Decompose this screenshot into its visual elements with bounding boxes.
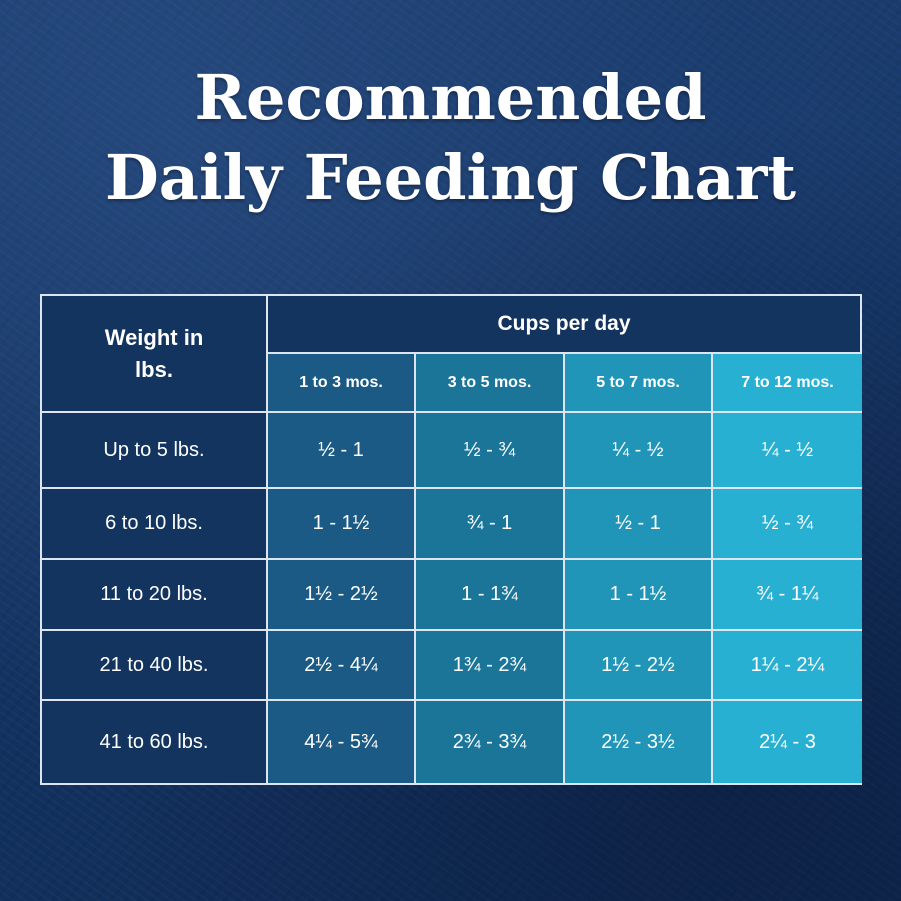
title-line-1: Recommended [194,61,707,134]
cups-value: ½ - 1 [615,512,661,534]
table-cell: ½ - 1 [268,413,416,489]
table-cell: 1½ - 2½ [268,560,416,631]
title-line-2: Daily Feeding Chart [105,141,796,214]
cups-value: ½ - 1 [318,438,364,461]
table-cell: ½ - ¾ [416,413,565,489]
row-weight-label: 41 to 60 lbs. [42,701,268,783]
weight-text: 21 to 40 lbs. [99,653,209,676]
table-cell: 2½ - 4¼ [268,631,416,701]
cups-value: 2¼ - 3 [759,730,816,753]
cups-value: 2¾ - 3¾ [452,730,527,753]
table-cell: 1¼ - 2¼ [713,631,862,701]
age-header-2: 3 to 5 mos. [416,354,565,413]
cups-value: 1¼ - 2¼ [750,653,825,676]
cups-value: 1 - 1½ [609,583,667,605]
table-cell: ½ - ¾ [713,489,862,560]
weight-text: Up to 5 lbs. [103,438,205,461]
table-cell: 1 - 1¾ [416,560,565,631]
cups-value: 4¼ - 5¾ [304,730,378,753]
row-weight-label: 11 to 20 lbs. [42,560,268,631]
age-header-label: 5 to 7 mos. [596,373,680,391]
age-header-3: 5 to 7 mos. [565,354,713,413]
weight-header: Weight in lbs. [42,296,268,413]
cups-value: 1¾ - 2¾ [452,653,527,676]
cups-value: 1½ - 2½ [601,653,675,676]
cups-per-day-header: Cups per day [268,296,862,354]
age-header-label: 7 to 12 mos. [741,373,834,391]
age-header-1: 1 to 3 mos. [268,354,416,413]
row-weight-label: Up to 5 lbs. [42,413,268,489]
cups-value: ½ - ¾ [463,438,516,461]
table-cell: 4¼ - 5¾ [268,701,416,783]
table-cell: 1½ - 2½ [565,631,713,701]
table-cell: 2¾ - 3¾ [416,701,565,783]
table-cell: 1 - 1½ [565,560,713,631]
table-cell: ¾ - 1¼ [713,560,862,631]
cups-value: ¼ - ½ [761,438,814,461]
table-cell: 1¾ - 2¾ [416,631,565,701]
cups-value: 1 - 1¾ [461,583,518,605]
table-cell: 2½ - 3½ [565,701,713,783]
feeding-table: Weight in lbs. Cups per day 1 to 3 mos. … [40,294,862,785]
cups-value: 1 - 1½ [312,512,370,534]
row-weight-label: 21 to 40 lbs. [42,631,268,701]
cups-value: ¼ - ½ [612,438,664,461]
weight-text: 6 to 10 lbs. [105,512,203,534]
cups-value: ¾ - 1¼ [756,583,819,605]
cups-value: 2½ - 4¼ [304,653,378,676]
cups-per-day-label: Cups per day [497,312,631,335]
table-cell: ½ - 1 [565,489,713,560]
table-cell: 2¼ - 3 [713,701,862,783]
age-header-label: 1 to 3 mos. [299,373,383,391]
cups-value: 2½ - 3½ [601,730,675,753]
weight-text: 41 to 60 lbs. [99,730,209,753]
weight-header-label: Weight in lbs. [104,324,204,382]
table-cell: ¼ - ½ [713,413,862,489]
cups-value: ¾ - 1 [466,512,513,534]
table-cell: ¼ - ½ [565,413,713,489]
cups-value: 1½ - 2½ [304,583,378,605]
cups-value: ½ - ¾ [761,512,814,534]
table-cell: 1 - 1½ [268,489,416,560]
row-weight-label: 6 to 10 lbs. [42,489,268,560]
age-header-4: 7 to 12 mos. [713,354,862,413]
chart-title: Recommended Daily Feeding Chart [0,58,901,218]
age-header-label: 3 to 5 mos. [447,373,532,391]
weight-text: 11 to 20 lbs. [100,583,208,605]
table-cell: ¾ - 1 [416,489,565,560]
